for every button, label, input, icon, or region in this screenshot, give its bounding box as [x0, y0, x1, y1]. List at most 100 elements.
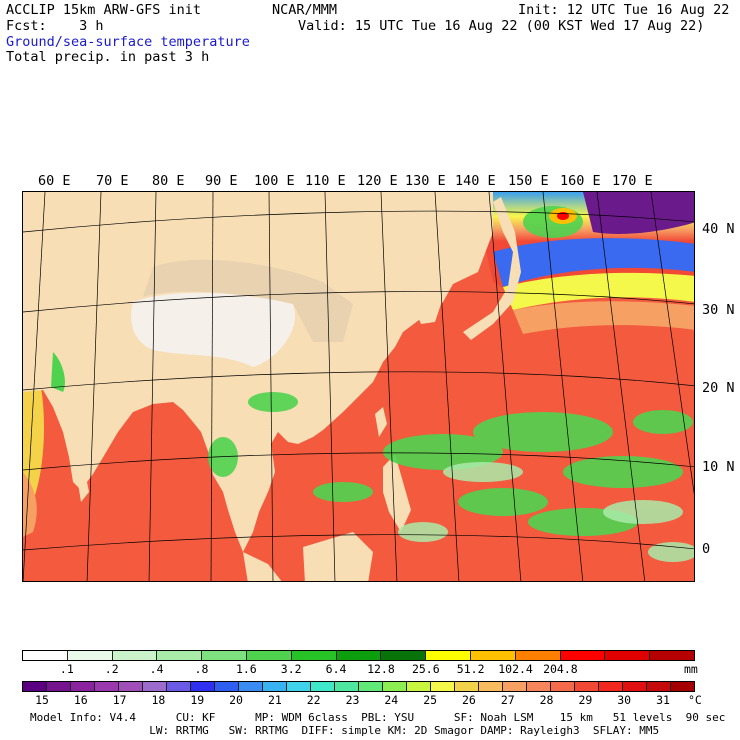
precip-tick-label: .2: [104, 662, 119, 676]
temperature-swatch: [167, 682, 191, 691]
temperature-swatch: [407, 682, 431, 691]
temperature-swatch: [527, 682, 551, 691]
center-label: NCAR/MMM: [272, 2, 338, 18]
temperature-swatch: [431, 682, 455, 691]
temperature-tick-label: 18: [151, 693, 166, 707]
longitude-label: 70 E: [96, 173, 129, 189]
temperature-swatch: [503, 682, 527, 691]
korea-peninsula: [415, 287, 441, 324]
temperature-tick-label: 15: [35, 693, 49, 707]
precip-tick-label: 51.2: [456, 662, 485, 676]
temperature-swatch: [671, 682, 694, 691]
longitude-label: 140 E: [455, 173, 496, 189]
longitude-label: 80 E: [152, 173, 185, 189]
precip-swatch: [381, 651, 427, 660]
precip-tick-label: .1: [59, 662, 74, 676]
model-title: ACCLIP 15km ARW-GFS init: [6, 2, 202, 18]
field-precip-label: Total precip. in past 3 h: [6, 49, 210, 65]
field-temperature-label: Ground/sea-surface temperature: [6, 34, 250, 50]
temperature-swatch: [71, 682, 95, 691]
gobi-terrain: [143, 259, 353, 342]
temperature-swatch: [311, 682, 335, 691]
temperature-swatch: [47, 682, 71, 691]
precip-swatch: [560, 651, 606, 660]
longitude-label: 110 E: [305, 173, 346, 189]
temperature-swatch: [143, 682, 167, 691]
precip-tick-label: 3.2: [280, 662, 302, 676]
temperature-tick-label: 30: [617, 693, 632, 707]
precip-swatch: [291, 651, 337, 660]
temperature-swatch: [215, 682, 239, 691]
cold-sst-patch: [583, 192, 694, 234]
forecast-map: [22, 191, 695, 582]
asia-landmass: [23, 192, 493, 552]
light-precip-patches: [398, 462, 694, 562]
precip-swatch: [336, 651, 382, 660]
precip-tick-label: .8: [194, 662, 209, 676]
temperature-swatch: [335, 682, 359, 691]
temperature-swatch: [119, 682, 143, 691]
precip-tick-label: 6.4: [325, 662, 347, 676]
temperature-swatch: [599, 682, 623, 691]
map-canvas: [23, 192, 694, 581]
precip-swatch: [202, 651, 247, 660]
precip-swatch: [470, 651, 516, 660]
precip-tick-label: 12.8: [367, 662, 395, 676]
precip-swatch: [650, 651, 694, 660]
tibet-plateau: [131, 292, 295, 367]
valid-time: Valid: 15 UTC Tue 16 Aug 22 (00 KST Wed …: [298, 18, 705, 34]
precip-swatch: [426, 651, 471, 660]
temperature-tick-label: 28: [539, 693, 554, 707]
temperature-tick-label: 20: [229, 693, 243, 707]
forecast-hour: Fcst: 3 h: [6, 18, 104, 34]
temperature-swatch: [455, 682, 479, 691]
temperature-tick-label: 29: [578, 693, 593, 707]
temperature-tick-label: 31: [656, 693, 670, 707]
temperature-swatch: [263, 682, 287, 691]
precip-swatch: [67, 651, 113, 660]
model-info-line2: LW: RRTMG SW: RRTMG DIFF: simple KM: 2D …: [30, 724, 660, 737]
latitude-label: 30 N: [702, 302, 735, 318]
longitude-label: 170 E: [612, 173, 653, 189]
temperature-colorbar: [22, 681, 695, 692]
precip-tick-label: 25.6: [411, 662, 440, 676]
latitude-label: 10 N: [702, 459, 735, 475]
longitude-label: 120 E: [357, 173, 398, 189]
precip-swatch: [605, 651, 651, 660]
temperature-unit: °C: [688, 693, 702, 707]
temperature-swatch: [479, 682, 503, 691]
model-info-line1: Model Info: V4.4 CU: KF MP: WDM 6class P…: [30, 711, 726, 724]
temperature-swatch: [623, 682, 647, 691]
precip-unit: mm: [684, 662, 698, 676]
temperature-swatch: [95, 682, 119, 691]
temperature-swatch: [239, 682, 263, 691]
longitude-label: 150 E: [508, 173, 549, 189]
precip-swatch: [157, 651, 203, 660]
temperature-swatch: [647, 682, 671, 691]
sumatra: [243, 552, 282, 581]
latitude-label: 20 N: [702, 380, 735, 396]
temperature-swatch: [23, 682, 47, 691]
precip-colorbar: [22, 650, 695, 661]
precip-tick-label: 102.4: [498, 662, 533, 676]
temperature-tick-label: 16: [73, 693, 88, 707]
borneo: [303, 532, 373, 581]
precip-tick-label: 1.6: [235, 662, 257, 676]
temperature-tick-label: 25: [423, 693, 438, 707]
temperature-swatch: [287, 682, 311, 691]
temperature-tick-label: 23: [345, 693, 360, 707]
longitude-label: 100 E: [254, 173, 295, 189]
philippines: [383, 454, 411, 532]
longitude-label: 130 E: [405, 173, 446, 189]
precip-swatch: [246, 651, 292, 660]
precip-tick-label: 204.8: [543, 662, 578, 676]
longitude-label: 60 E: [38, 173, 71, 189]
precip-tick-label: .4: [149, 662, 164, 676]
temperature-swatch: [383, 682, 407, 691]
precip-swatch: [23, 651, 68, 660]
temperature-tick-label: 26: [462, 693, 476, 707]
latitude-label: 40 N: [702, 221, 735, 237]
precip-patches: [208, 206, 693, 536]
warm-sst-band: [503, 272, 694, 310]
temperature-tick-label: 19: [190, 693, 205, 707]
